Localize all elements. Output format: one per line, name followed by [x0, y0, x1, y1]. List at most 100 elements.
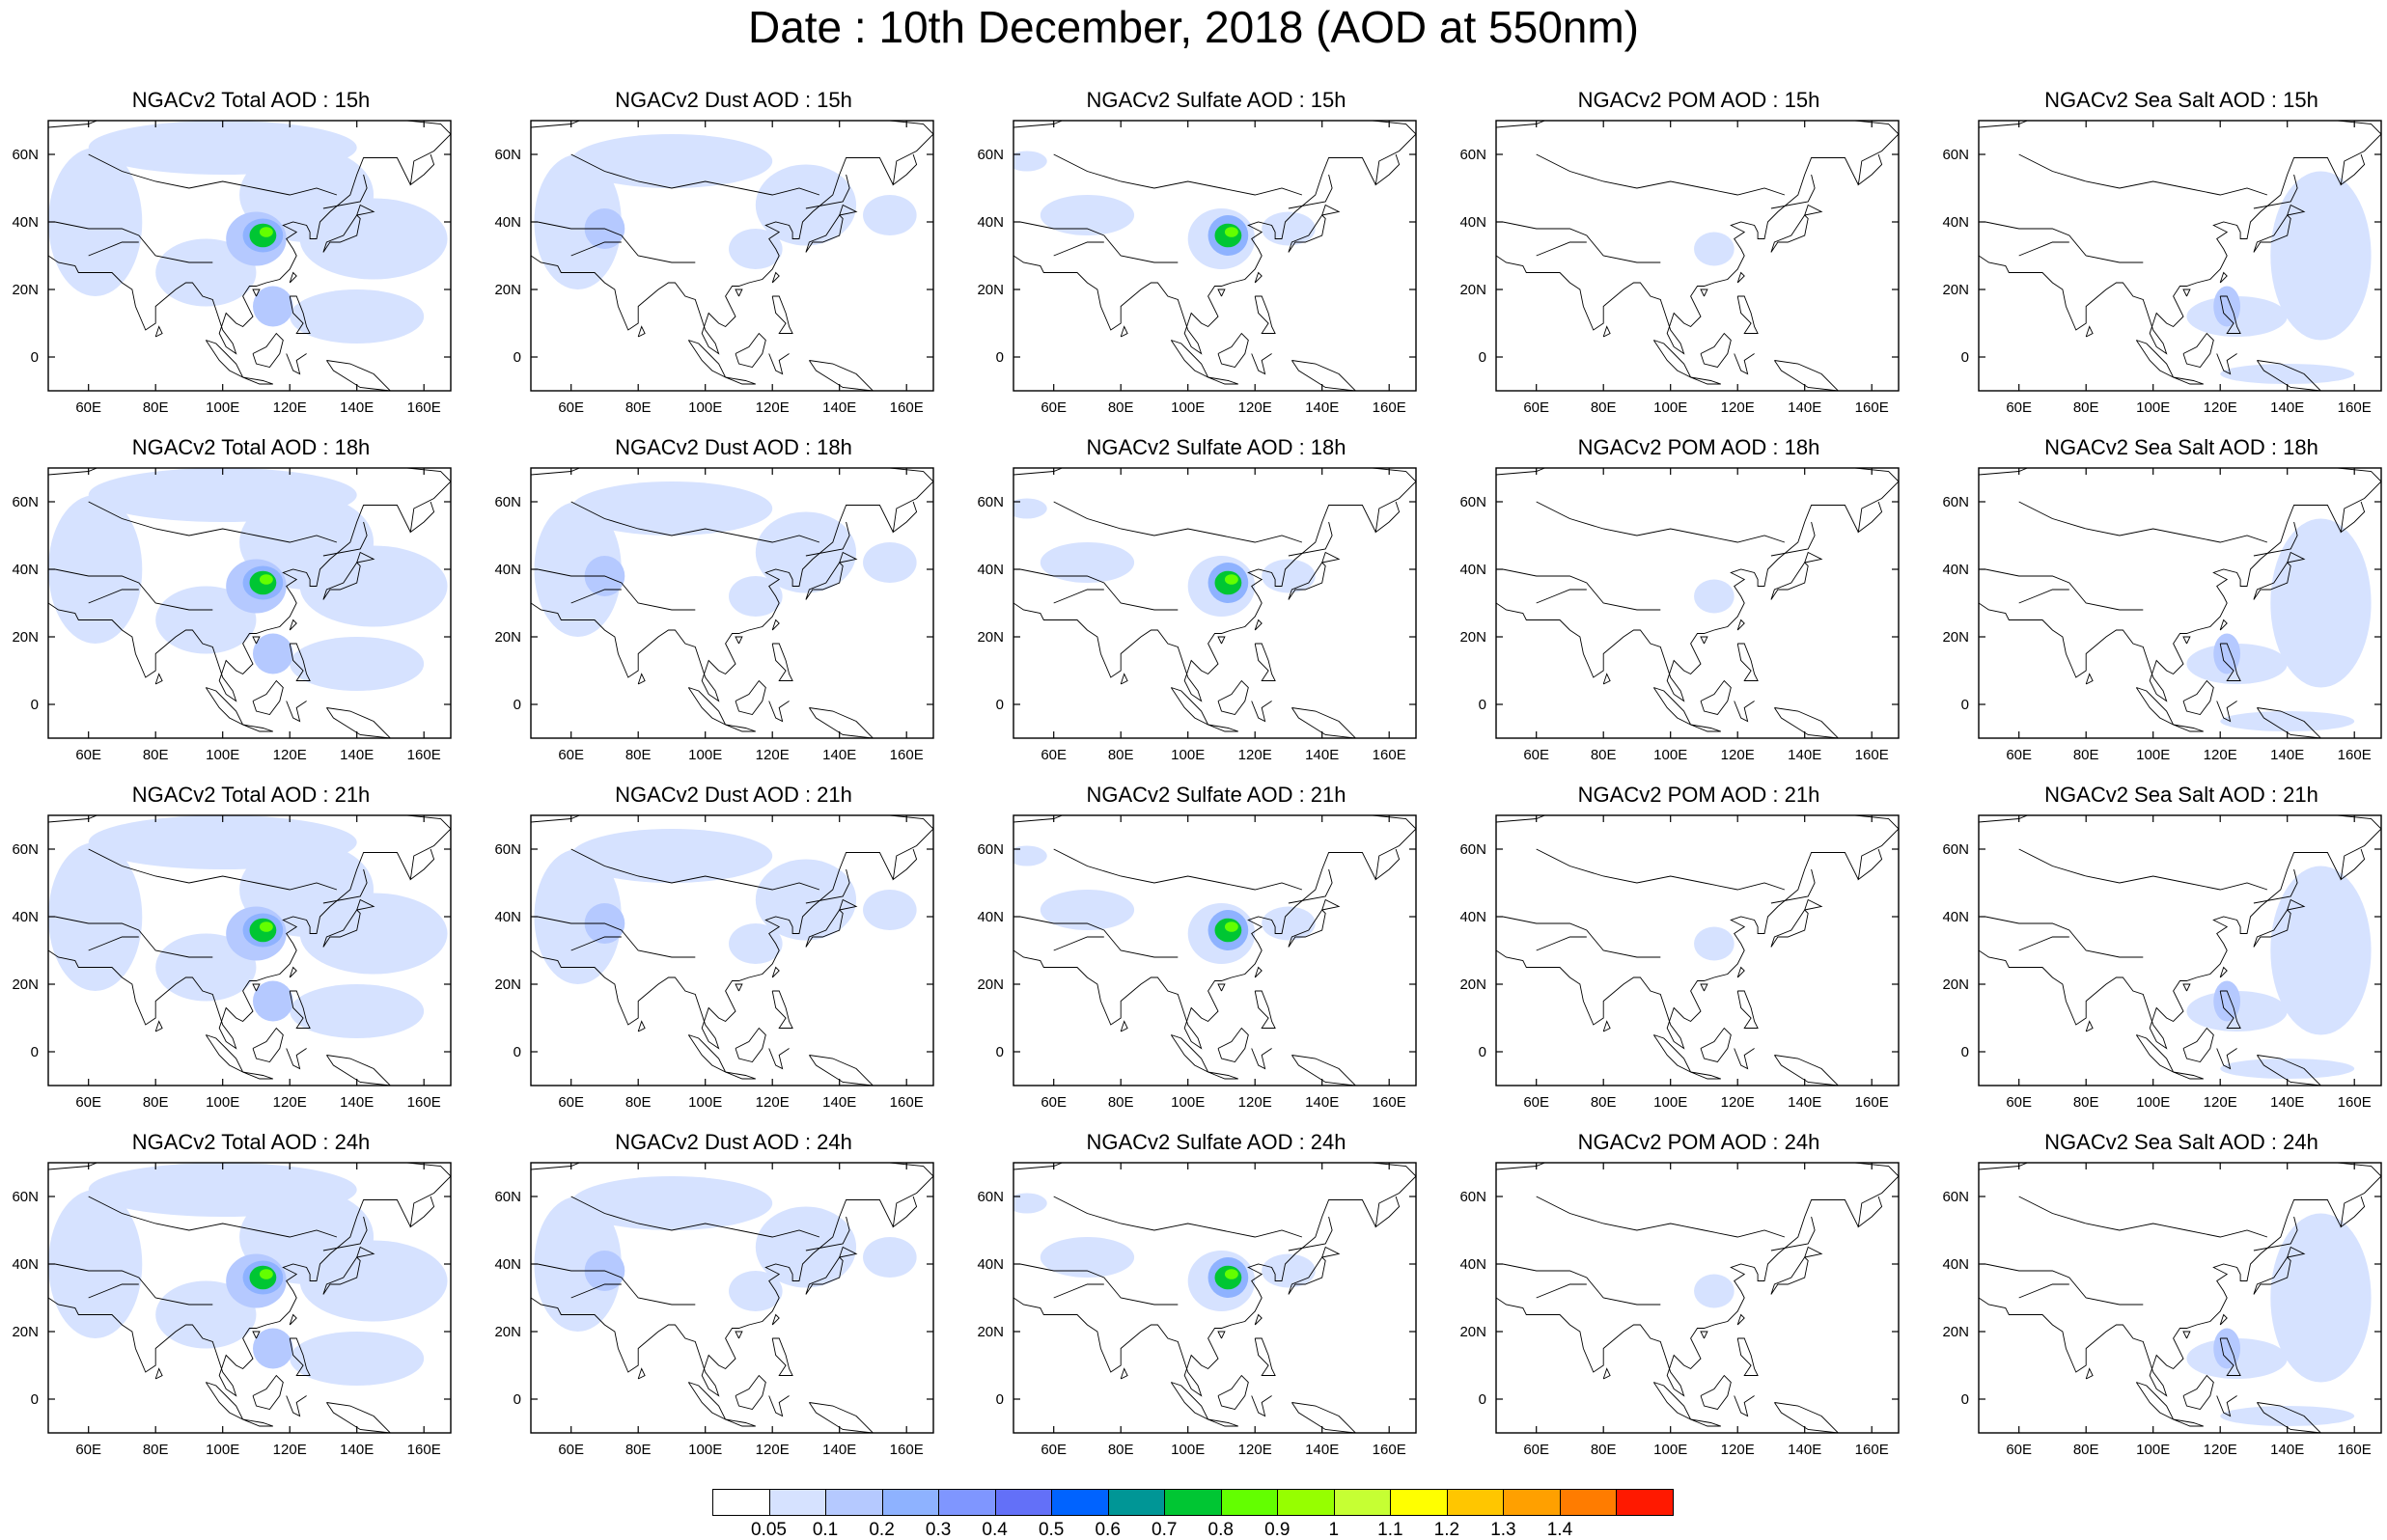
colorbar-swatch — [1446, 1489, 1505, 1516]
coastline — [1804, 898, 1823, 911]
coastline — [1496, 852, 1859, 1050]
coastline — [1496, 157, 1859, 355]
y-tick-label: 60N — [977, 841, 1004, 858]
colorbar-label: 1.3 — [1490, 1520, 1516, 1540]
coastline — [1700, 332, 1732, 369]
map-frame — [1013, 814, 1417, 1086]
map-plot: 60E 80E 100E 120E 140E 160E 0 20N 40N 60N — [1459, 467, 1900, 763]
x-tick-label: 160E — [1855, 1442, 1889, 1458]
map-plot: 60E 80E 100E 120E 140E 160E 0 20N 40N 60N — [1459, 814, 1900, 1111]
coastline — [1217, 636, 1226, 645]
colorbar-swatch — [768, 1489, 827, 1516]
coastline — [48, 157, 411, 355]
coastline — [637, 673, 646, 685]
y-tick-label: 60N — [1459, 494, 1486, 510]
coastline — [2219, 966, 2228, 978]
y-tick-label: 40N — [1942, 1256, 1969, 1273]
aod-plume — [1040, 542, 1135, 583]
map-panel-seasalt-21h: NGACv2 Sea Salt AOD : 21h 60E 80E 100E 120E 1… — [1935, 782, 2387, 1111]
y-tick-label: 60N — [12, 841, 39, 858]
coastline — [1774, 707, 1840, 738]
coastline — [2340, 133, 2381, 186]
coastline — [892, 1175, 933, 1228]
y-tick-label: 40N — [494, 562, 521, 578]
coastline — [2018, 501, 2268, 543]
aod-plume — [290, 637, 425, 691]
coastline — [735, 1374, 766, 1411]
colorbar-label: 1.2 — [1433, 1520, 1460, 1540]
coastline — [637, 1020, 646, 1032]
coastline — [2340, 828, 2381, 881]
y-tick-label: 60N — [494, 147, 521, 163]
y-tick-label: 0 — [1479, 349, 1486, 366]
coastline — [1770, 909, 1809, 948]
aod-plume — [1694, 579, 1735, 614]
map-frame — [1495, 1162, 1900, 1434]
x-tick-label: 140E — [340, 1442, 374, 1458]
coastline — [322, 562, 361, 600]
y-tick-label: 0 — [31, 697, 39, 713]
x-tick-label: 120E — [273, 399, 307, 416]
aod-plume — [570, 481, 773, 536]
x-tick-label: 120E — [1238, 747, 1272, 763]
coastline — [839, 1246, 858, 1258]
colorbar-swatch — [825, 1489, 883, 1516]
coastline — [1013, 1163, 1416, 1177]
coastline — [356, 551, 375, 564]
x-tick-label: 80E — [625, 1442, 652, 1458]
coastline — [252, 332, 284, 369]
x-tick-label: 160E — [890, 747, 924, 763]
x-tick-label: 160E — [1855, 399, 1889, 416]
coastline — [1736, 966, 1745, 978]
y-tick-label: 20N — [1942, 1324, 1969, 1340]
coastline — [1502, 916, 1661, 958]
colorbar-label: 1 — [1328, 1520, 1340, 1540]
coastline — [2182, 332, 2214, 369]
map-panel-pom-24h: NGACv2 POM AOD : 24h 60E 80E 100E 120E 140E 16… — [1453, 1129, 1935, 1458]
y-tick-label: 0 — [1479, 1391, 1486, 1408]
coastline — [1700, 636, 1708, 645]
coastline — [570, 1196, 820, 1238]
aod-plume — [2213, 633, 2241, 674]
panel-title: NGACv2 Total AOD : 21h — [131, 783, 371, 807]
coastline — [286, 1395, 307, 1417]
y-tick-label: 0 — [1479, 1044, 1486, 1060]
coastline — [2135, 1382, 2175, 1421]
x-tick-label: 140E — [1788, 1094, 1821, 1111]
aod-plume — [1694, 232, 1735, 266]
coastline — [805, 521, 850, 557]
y-tick-label: 0 — [1961, 1044, 1969, 1060]
coastline — [2085, 1367, 2094, 1380]
aod-plume — [534, 502, 622, 637]
coastline — [839, 551, 858, 564]
map-plot: 60E 80E 100E 120E 140E 160E 0 20N 40N 60N — [977, 467, 1417, 763]
aod-plume — [259, 227, 273, 237]
x-tick-label: 120E — [756, 399, 790, 416]
y-tick-label: 20N — [494, 1324, 521, 1340]
coastline — [1374, 481, 1416, 534]
coastline — [1170, 1034, 1209, 1074]
coastline — [356, 204, 375, 216]
y-tick-label: 60N — [1942, 494, 1969, 510]
aod-plume — [1013, 151, 1047, 172]
x-tick-label: 60E — [2006, 747, 2032, 763]
map-panel-dust-15h: NGACv2 Dust AOD : 15h 60E 80E 100E 120E 140E 1… — [487, 87, 970, 416]
coastline — [326, 360, 392, 391]
coastline — [531, 505, 894, 702]
y-tick-label: 40N — [977, 214, 1004, 231]
x-tick-label: 80E — [143, 1442, 169, 1458]
aod-plume — [299, 893, 448, 975]
map-frame — [1978, 120, 2382, 392]
coastline — [1774, 1402, 1840, 1433]
coastline — [1254, 271, 1263, 284]
y-tick-label: 40N — [1459, 562, 1486, 578]
coastline — [1321, 551, 1341, 564]
coastline — [252, 983, 261, 992]
x-tick-label: 60E — [1523, 1442, 1549, 1458]
map-panel-sulfate-18h: NGACv2 Sulfate AOD : 18h 60E 80E 100E 120E 14… — [970, 434, 1453, 763]
coastline — [54, 1263, 213, 1306]
coastline — [326, 1402, 392, 1433]
coastline — [2135, 340, 2175, 379]
coastline — [1652, 340, 1692, 379]
x-tick-label: 60E — [1041, 747, 1067, 763]
